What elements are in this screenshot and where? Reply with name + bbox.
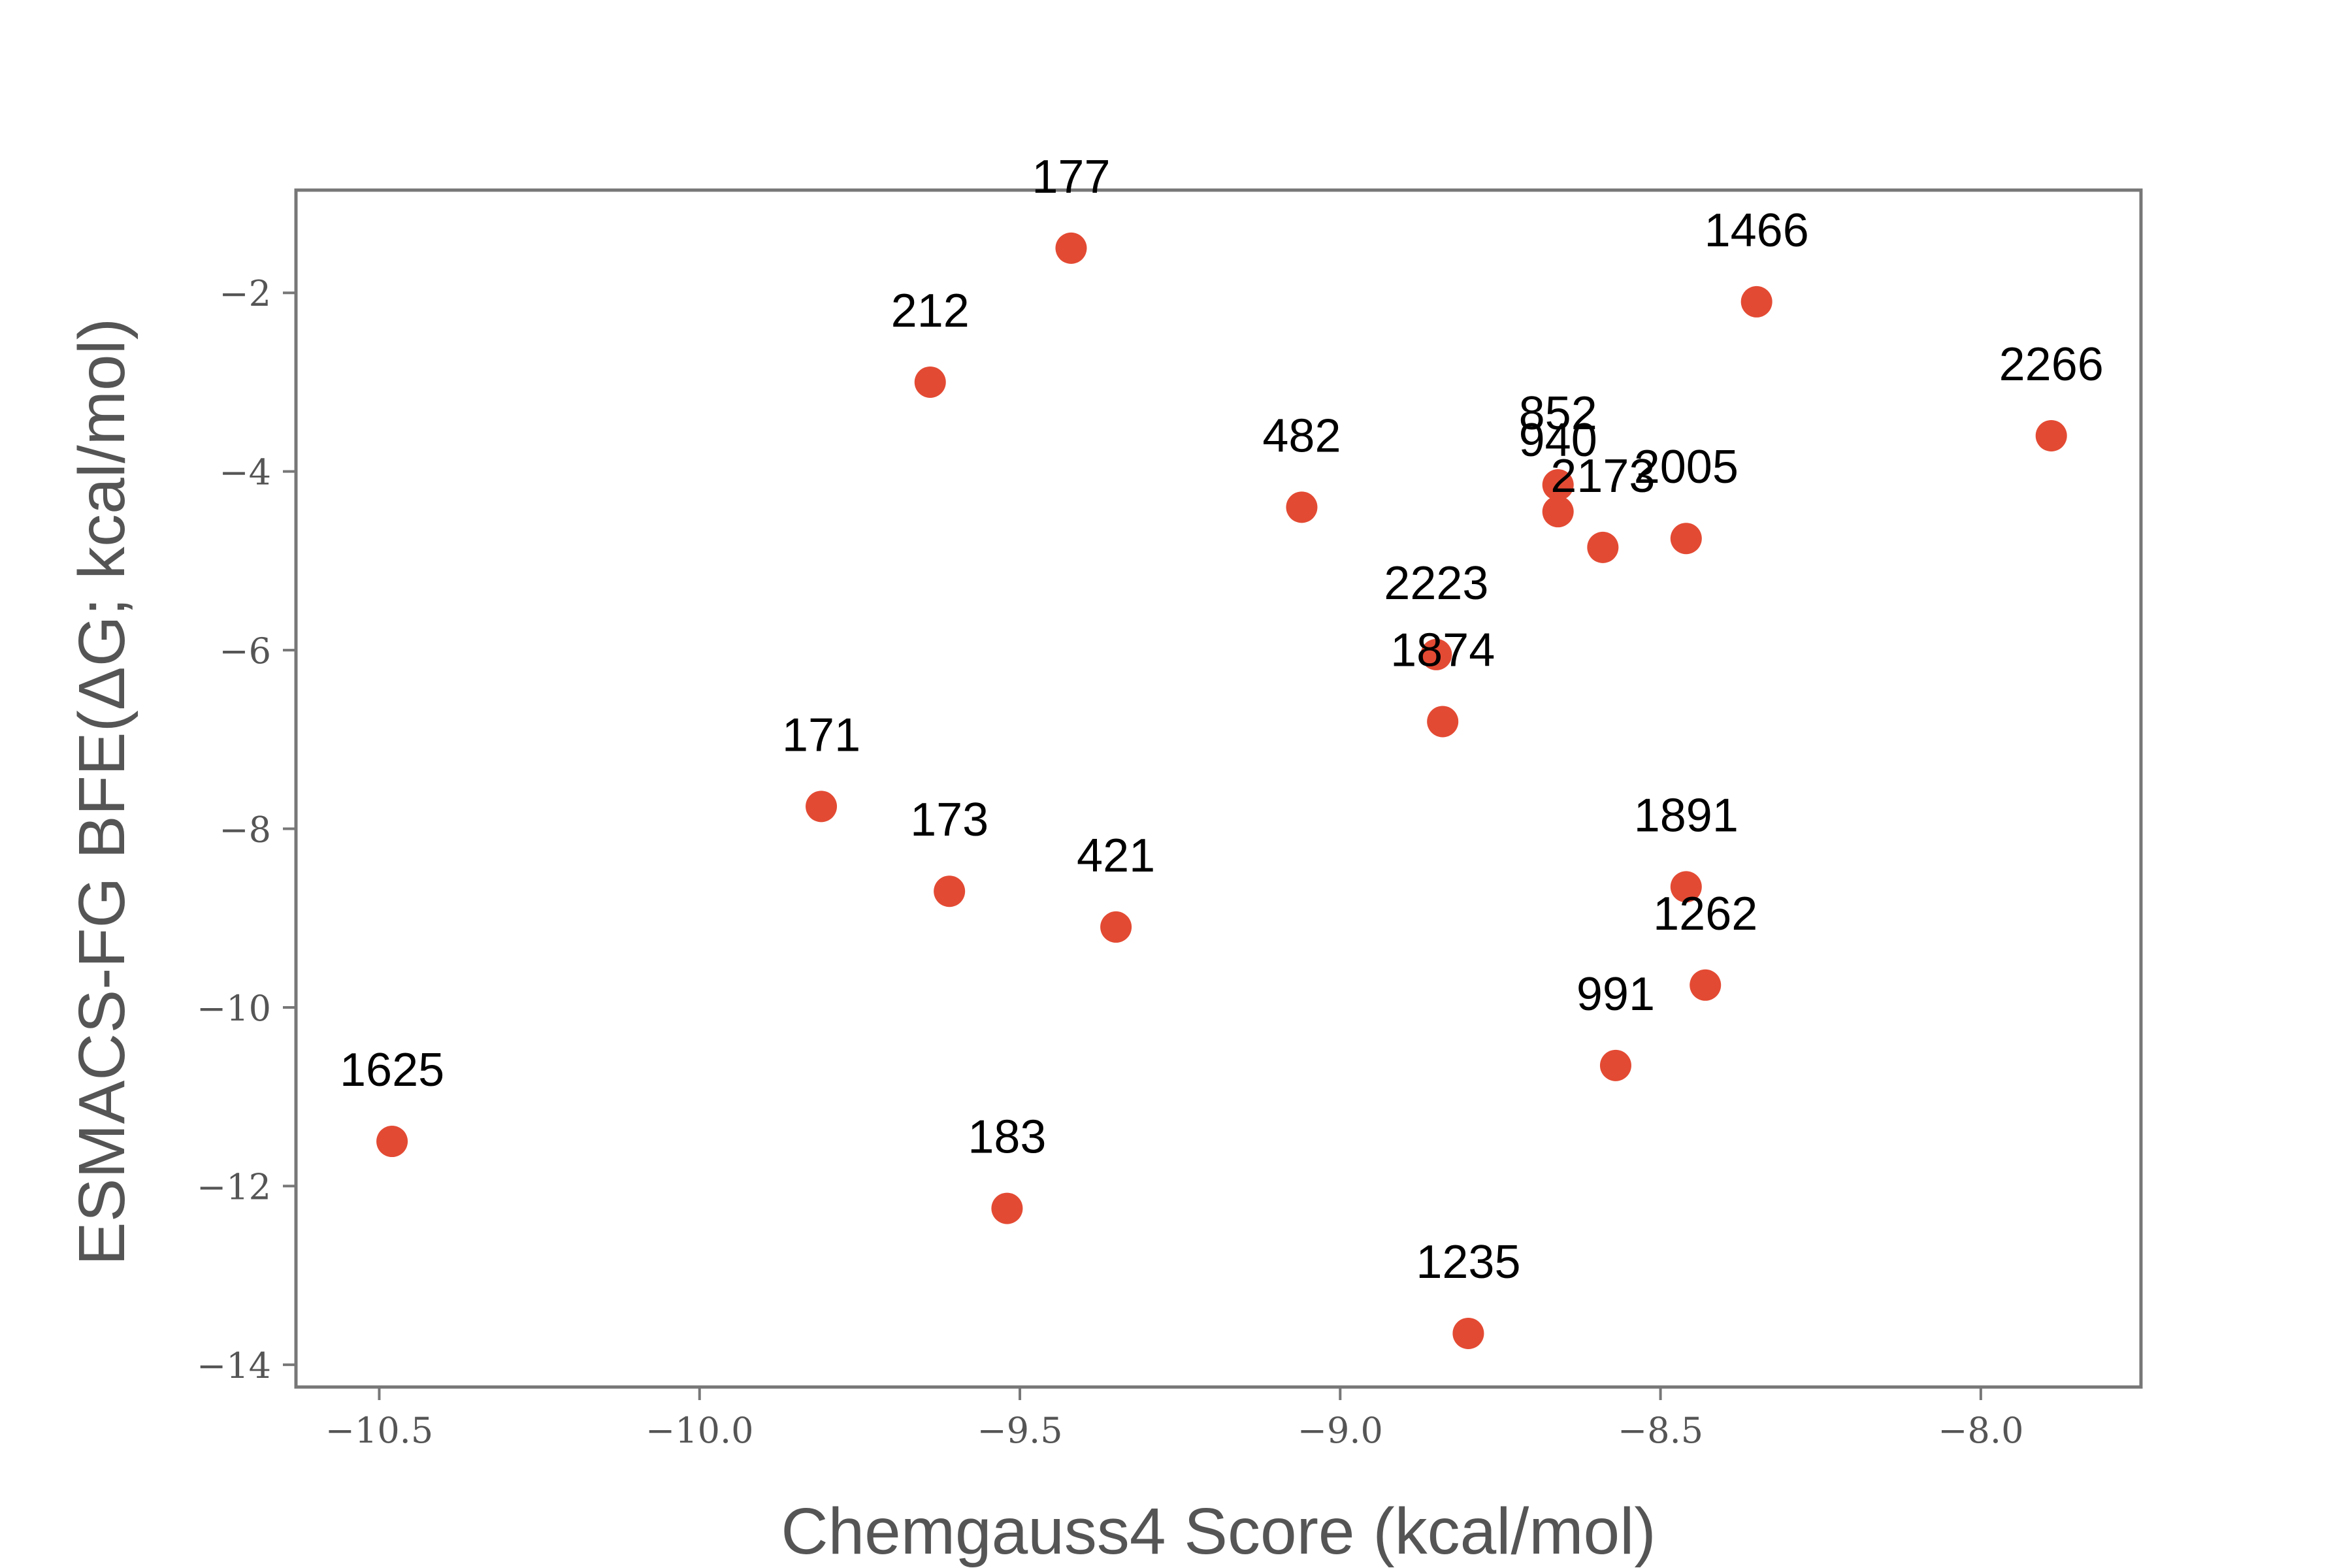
y-tick-label: −12 bbox=[197, 1166, 271, 1207]
x-tick-label: −10.0 bbox=[645, 1410, 753, 1451]
data-point bbox=[914, 366, 946, 398]
y-axis: −2 −4 −6 −8 −10 −12 −14 bbox=[197, 273, 296, 1386]
data-point bbox=[1599, 1049, 1631, 1081]
data-points bbox=[376, 232, 2067, 1349]
data-point-label: 2173 bbox=[1550, 450, 1655, 502]
data-point bbox=[376, 1126, 408, 1158]
data-point-label: 212 bbox=[891, 285, 970, 337]
x-tick-label: −8.0 bbox=[1938, 1410, 2023, 1451]
data-point bbox=[1286, 491, 1318, 523]
x-tick-label: −9.0 bbox=[1298, 1410, 1383, 1451]
data-point-label: 177 bbox=[1032, 151, 1110, 203]
data-point bbox=[1542, 496, 1574, 528]
data-point-label: 2266 bbox=[1999, 338, 2104, 391]
data-point bbox=[1542, 469, 1574, 501]
data-point bbox=[1452, 1317, 1484, 1349]
data-point-label: 421 bbox=[1077, 830, 1155, 882]
data-point-label: 940 bbox=[1519, 414, 1597, 466]
data-point-label: 2005 bbox=[1634, 441, 1739, 493]
data-point bbox=[1670, 523, 1702, 555]
data-point-label: 1625 bbox=[340, 1044, 444, 1096]
data-point bbox=[1740, 286, 1772, 318]
data-point bbox=[2035, 419, 2067, 451]
data-point-label: 1891 bbox=[1634, 789, 1739, 841]
data-point bbox=[806, 791, 838, 823]
y-tick-label: −8 bbox=[219, 809, 271, 851]
data-point-label: 991 bbox=[1576, 968, 1655, 1021]
y-tick-label: −10 bbox=[197, 988, 271, 1029]
y-tick-label: −6 bbox=[219, 630, 271, 672]
y-tick-label: −4 bbox=[219, 452, 271, 493]
data-point-label: 1262 bbox=[1653, 888, 1757, 940]
x-tick-label: −9.5 bbox=[977, 1410, 1062, 1451]
data-point-label: 1874 bbox=[1390, 624, 1495, 676]
data-point-label: 852 bbox=[1519, 387, 1597, 440]
data-point bbox=[1420, 638, 1452, 670]
y-axis-label: ESMACS-FG BFE(ΔG; kcal/mol) bbox=[65, 318, 139, 1266]
data-point bbox=[1100, 911, 1132, 943]
data-point bbox=[1690, 969, 1722, 1001]
data-point-label: 1235 bbox=[1416, 1236, 1520, 1288]
x-tick-label: −10.5 bbox=[325, 1410, 433, 1451]
data-point-label: 171 bbox=[782, 709, 860, 761]
data-point-label: 2223 bbox=[1384, 557, 1488, 610]
data-point bbox=[991, 1192, 1023, 1224]
data-point-label: 482 bbox=[1262, 410, 1341, 462]
y-tick-label: −2 bbox=[219, 273, 271, 314]
plot-frame bbox=[294, 188, 2143, 1389]
data-point-label: 1466 bbox=[1705, 204, 1809, 257]
data-point bbox=[1587, 531, 1619, 563]
data-point-label: 173 bbox=[910, 794, 988, 846]
data-point bbox=[1670, 871, 1702, 903]
y-tick-label: −14 bbox=[197, 1345, 271, 1386]
data-point bbox=[934, 875, 966, 907]
data-point-label: 183 bbox=[968, 1111, 1046, 1164]
x-axis-label: Chemgauss4 Score (kcal/mol) bbox=[781, 1495, 1656, 1568]
x-axis: −10.5 −10.0 −9.5 −9.0 −8.5 −8.0 bbox=[325, 1387, 2023, 1451]
x-tick-label: −8.5 bbox=[1618, 1410, 1703, 1451]
data-point bbox=[1055, 232, 1087, 264]
data-point bbox=[1427, 706, 1459, 738]
